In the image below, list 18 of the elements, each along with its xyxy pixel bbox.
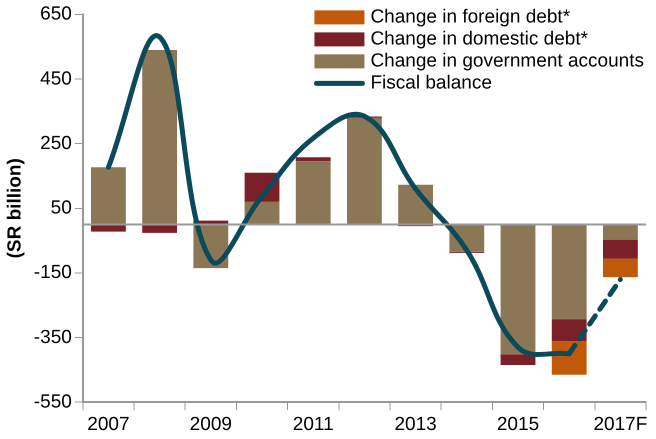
x-tick-label: 2009 [190, 414, 232, 435]
y-tick-label: -550 [34, 391, 72, 412]
y-tick-label: 50 [50, 198, 72, 219]
y-tick-label: -150 [34, 262, 72, 284]
x-tick-label: 2015 [496, 414, 540, 435]
legend-label: Change in foreign debt* [370, 6, 571, 28]
y-tick-label: -350 [34, 326, 72, 348]
x-tick-label: 2013 [394, 414, 437, 435]
x-tick-label: 2007 [87, 414, 130, 435]
y-tick-label: 450 [40, 68, 72, 90]
legend-label: Fiscal balance [370, 72, 492, 94]
x-tick-label: 2017F [593, 414, 648, 435]
y-axis-title: (SR billion) [4, 158, 26, 258]
legend-label: Change in government accounts [370, 50, 644, 72]
x-tick-label: 2011 [292, 414, 334, 435]
legend-label: Change in domestic debt* [370, 28, 589, 50]
y-tick-label: 650 [40, 4, 72, 25]
y-tick-label: 250 [40, 132, 72, 154]
